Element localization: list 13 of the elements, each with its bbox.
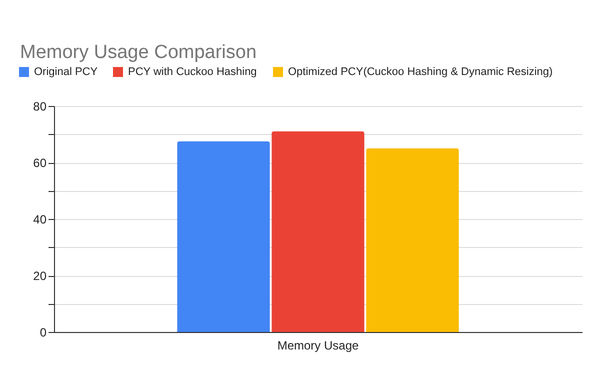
bar — [177, 141, 270, 332]
legend-label: Optimized PCY(Cuckoo Hashing & Dynamic Resizing) — [288, 66, 553, 78]
y-tick-label: 0 — [40, 326, 47, 340]
bar — [272, 131, 364, 332]
bar — [366, 148, 459, 332]
y-tick-label: 20 — [33, 269, 47, 283]
legend-label: PCY with Cuckoo Hashing — [128, 66, 257, 78]
y-tick-label: 80 — [33, 100, 47, 114]
chart-title: Memory Usage Comparison — [20, 42, 257, 63]
y-tick-label: 40 — [33, 212, 47, 226]
legend-label: Original PCY — [34, 66, 98, 78]
y-tick-label: 60 — [33, 156, 47, 170]
x-tick-label: Memory Usage — [277, 338, 360, 352]
